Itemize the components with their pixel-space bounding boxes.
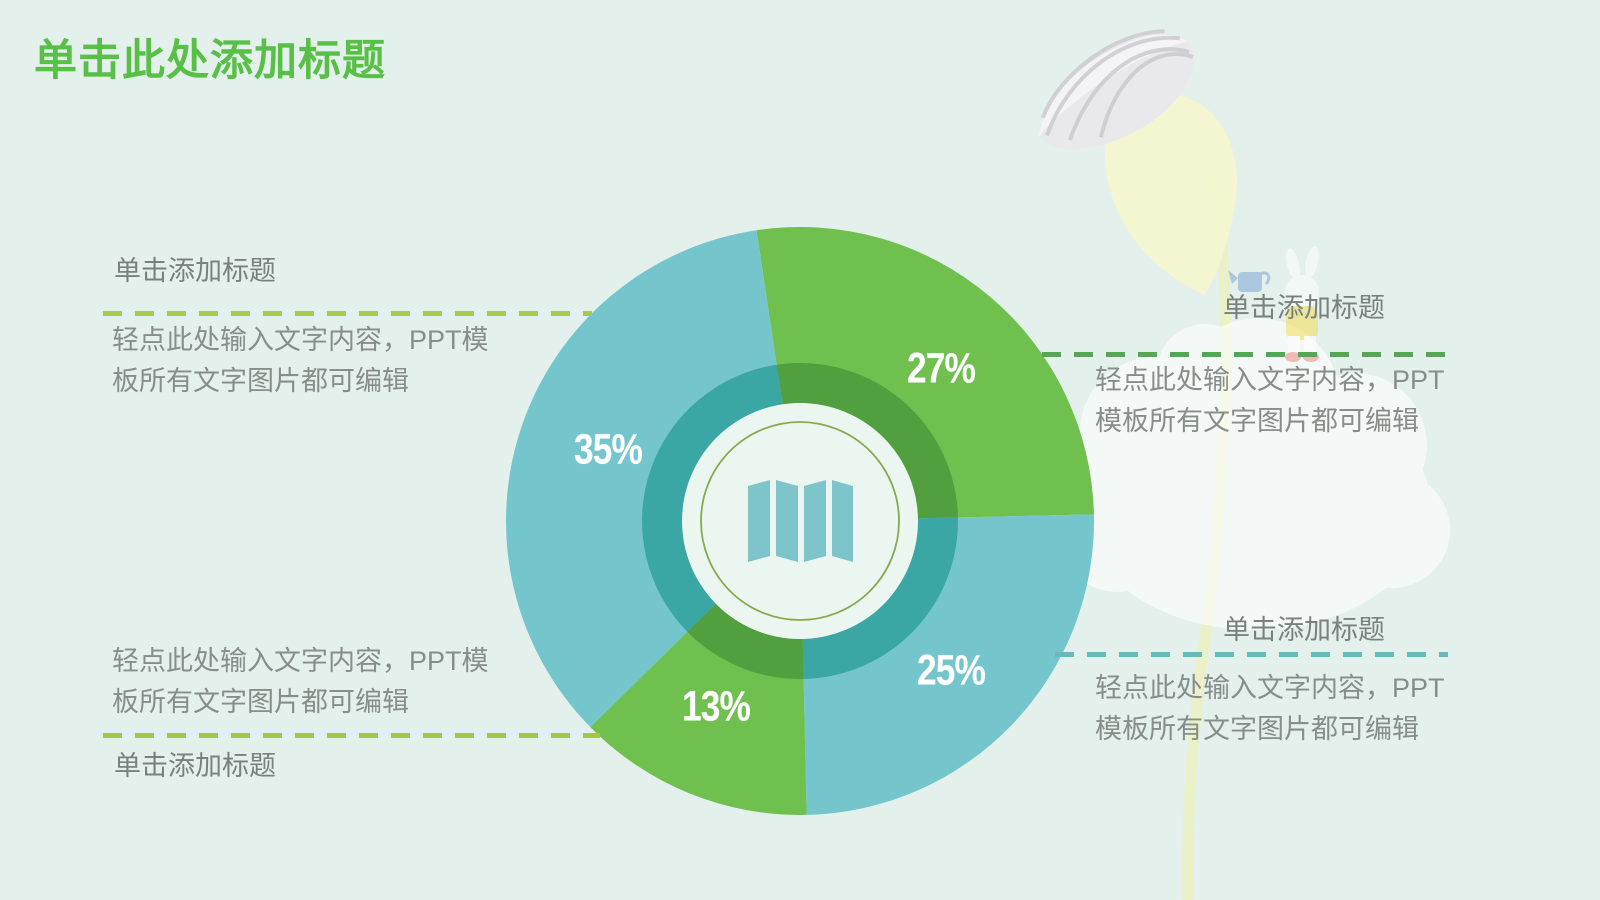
seed-shell-icon: [1038, 29, 1195, 150]
callout-right-top-title[interactable]: 单击添加标题: [1223, 293, 1385, 323]
bunny-icon: [1228, 246, 1319, 362]
pie-label-13%: 13%: [681, 682, 751, 731]
pie-label-35%: 35%: [573, 425, 643, 474]
pie-label-25%: 25%: [916, 646, 986, 695]
callout-right-top-body[interactable]: 轻点此处输入文字内容，PPT 模板所有文字图片都可编辑: [1095, 365, 1445, 436]
pie-label-27%: 27%: [906, 344, 976, 393]
callout-left-bottom-title[interactable]: 单击添加标题: [114, 751, 276, 781]
callout-left-bottom-body[interactable]: 轻点此处输入文字内容，PPT模 板所有文字图片都可编辑: [112, 646, 489, 717]
page-title[interactable]: 单击此处添加标题: [34, 37, 386, 85]
callout-right-bottom-body[interactable]: 轻点此处输入文字内容，PPT 模板所有文字图片都可编辑: [1095, 673, 1445, 744]
donut-hub: [682, 403, 918, 639]
dash-line-left-top: [103, 311, 592, 316]
callout-left-top-title[interactable]: 单击添加标题: [114, 256, 276, 286]
dash-line-left-bottom: [103, 733, 600, 738]
sprout-bud-icon: [1104, 94, 1238, 296]
folded-map-icon: [748, 480, 853, 562]
callout-right-bottom-title[interactable]: 单击添加标题: [1223, 615, 1385, 645]
hub-outline-circle: [700, 421, 900, 621]
callout-left-top-body[interactable]: 轻点此处输入文字内容，PPT模 板所有文字图片都可编辑: [112, 325, 489, 396]
watering-can-icon: [1228, 270, 1271, 292]
dash-line-right-bottom: [1055, 652, 1448, 657]
dash-line-right-top: [1042, 352, 1448, 357]
